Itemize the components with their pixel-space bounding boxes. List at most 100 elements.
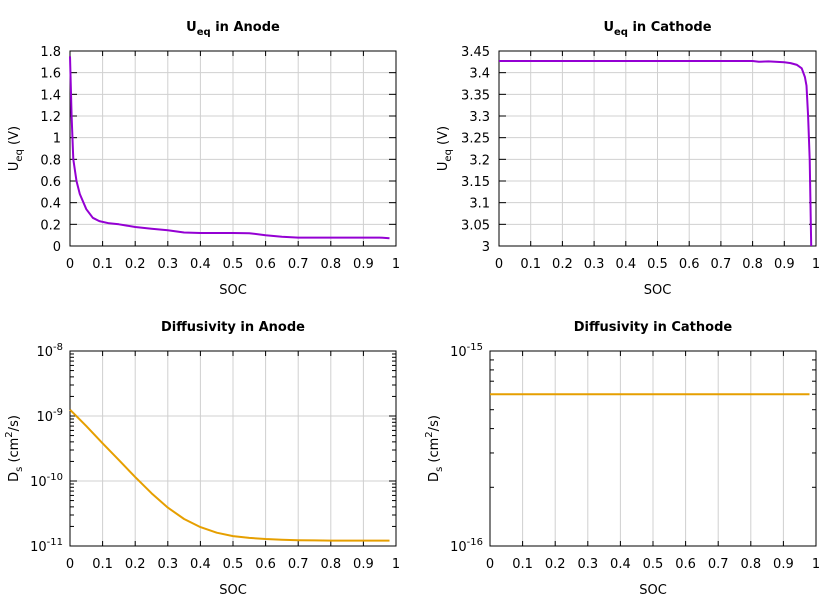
x-tick-label: 0.4 (190, 257, 211, 272)
x-tick-label: 0.6 (679, 257, 700, 272)
y-tick-label: 0.2 (40, 218, 61, 233)
data-line (69, 408, 390, 542)
y-tick-label: 1.4 (40, 88, 61, 103)
x-tick-label: 0 (66, 257, 74, 272)
x-tick-text: 0.3 (577, 557, 598, 572)
chart-title: Diffusivity in Anode (161, 320, 305, 335)
x-tick-label: 0.6 (255, 557, 276, 572)
y-tick-label: 1 (53, 132, 61, 147)
x-tick-label: 0.9 (773, 557, 794, 572)
x-tick-label: 0.7 (711, 257, 732, 272)
y-tick-text: 3 (482, 240, 490, 255)
y-tick-base: 10 (36, 345, 53, 360)
x-tick-label: 0.8 (742, 257, 763, 272)
x-tick-label: 0.9 (353, 557, 374, 572)
y-tick-exponent: -15 (467, 342, 483, 353)
y-tick-label: 0.6 (40, 175, 61, 190)
y-label-subscript: eq (443, 149, 454, 162)
x-tick-text: 0.6 (255, 257, 276, 272)
x-tick-text: 0.2 (545, 557, 566, 572)
x-tick-text: 0.6 (255, 557, 276, 572)
y-tick-exponent: -9 (53, 407, 63, 418)
y-tick-label: 3.15 (461, 175, 490, 190)
x-tick-label: 0.3 (577, 557, 598, 572)
y-tick-text: 1.2 (40, 110, 61, 125)
y-tick-base: 10 (30, 475, 47, 490)
title-subscript: eq (197, 27, 211, 38)
x-tick-text: 0.7 (711, 257, 732, 272)
chart-panel-2: 0 0.1 0.2 0.3 0.4 0.5 0.6 0.7 0.8 0.9 1 3 3.05 3.1 3.1… (436, 20, 820, 298)
y-tick-label: 3 (482, 240, 490, 255)
x-tick-text: 0.5 (223, 557, 244, 572)
y-tick-label: 3.3 (469, 110, 490, 125)
title-main: U (603, 20, 614, 35)
y-tick-text: 0.4 (40, 197, 61, 212)
y-tick-text: 3.15 (461, 175, 490, 190)
x-tick-label: 0.8 (740, 557, 761, 572)
x-tick-text: 0.9 (774, 257, 795, 272)
y-tick-text: 3.2 (469, 153, 490, 168)
x-tick-label: 0.6 (255, 257, 276, 272)
y-label-superscript: 2 (424, 431, 435, 437)
x-tick-text: 0.4 (190, 257, 211, 272)
y-label-main: U (436, 162, 451, 172)
y-tick-text: 3.3 (469, 110, 490, 125)
x-tick-text: 1 (812, 257, 820, 272)
y-label-subscript: s (14, 467, 25, 472)
y-tick-base: 10 (36, 410, 53, 425)
x-tick-label: 0.4 (615, 257, 636, 272)
y-tick-base: 10 (450, 345, 467, 360)
x-tick-label: 0.4 (190, 557, 211, 572)
y-tick-text: 1.4 (40, 88, 61, 103)
chart-panel-3: 0 0.1 0.2 0.3 0.4 0.5 0.6 0.7 0.8 0.9 110-1110-101… (4, 320, 400, 598)
y-axis-label: Ds (cm2/s) (4, 415, 25, 482)
y-axis-label: Ds (cm2/s) (424, 415, 445, 482)
x-tick-label: 0.5 (647, 257, 668, 272)
y-tick-text: 3.4 (469, 67, 490, 82)
y-axis-label: Ueq (V) (7, 126, 25, 171)
y-tick-label: 10-11 (30, 537, 63, 555)
y-tick-label: 0.4 (40, 197, 61, 212)
y-tick-text: 3.05 (461, 218, 490, 233)
y-tick-text: 0 (53, 240, 61, 255)
x-tick-text: 0.8 (742, 257, 763, 272)
title-text: Diffusivity in Anode (161, 320, 305, 335)
x-tick-text: 0.8 (320, 257, 341, 272)
y-tick-label: 3.2 (469, 153, 490, 168)
x-tick-text: 1 (392, 257, 400, 272)
x-tick-text: 0.8 (740, 557, 761, 572)
x-tick-label: 0.1 (92, 557, 113, 572)
y-tick-text: 3.35 (461, 88, 490, 103)
x-tick-label: 0.7 (288, 557, 309, 572)
chart-panel-1: 0 0.1 0.2 0.3 0.4 0.5 0.6 0.7 0.8 0.9 1 0 0.2 0.4 0.6 0… (7, 20, 400, 298)
x-axis-label-text: SOC (219, 283, 247, 298)
y-tick-base: 10 (30, 540, 47, 555)
x-tick-label: 0.1 (512, 557, 533, 572)
grid (69, 50, 397, 247)
x-tick-label: 0.8 (320, 257, 341, 272)
x-tick-text: 0 (495, 257, 503, 272)
y-label-rest: (V) (7, 126, 22, 149)
x-tick-text: 0 (486, 557, 494, 572)
y-tick-label: 0.8 (40, 153, 61, 168)
y-label-tail: /s) (7, 415, 22, 431)
x-tick-label: 0.2 (125, 257, 146, 272)
x-axis-label-text: SOC (219, 583, 247, 598)
y-tick-text: 1 (53, 132, 61, 147)
y-tick-label: 10-15 (450, 342, 483, 360)
x-tick-label: 1 (392, 557, 400, 572)
x-tick-label: 0.4 (610, 557, 631, 572)
x-tick-text: 0.9 (353, 257, 374, 272)
y-tick-text: 1.6 (40, 67, 61, 82)
x-tick-text: 0.1 (92, 257, 113, 272)
x-tick-text: 0.7 (708, 557, 729, 572)
data-line (69, 56, 390, 240)
title-rest: in Anode (211, 20, 280, 35)
y-tick-text: 3.1 (469, 197, 490, 212)
x-tick-text: 1 (812, 557, 820, 572)
chart-panel-4: 0 0.1 0.2 0.3 0.4 0.5 0.6 0.7 0.8 0.9 110-1610-15D… (424, 320, 820, 598)
y-axis-label: Ueq (V) (436, 126, 454, 171)
y-tick-label: 10-9 (36, 407, 63, 425)
data-line (499, 60, 813, 247)
